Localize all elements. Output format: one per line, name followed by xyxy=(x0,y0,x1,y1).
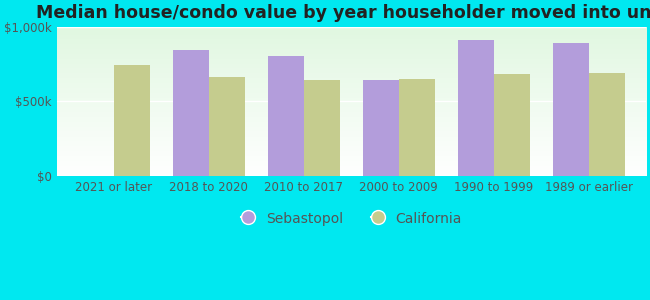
Bar xyxy=(304,80,340,176)
Bar xyxy=(209,77,245,176)
Bar xyxy=(552,43,589,176)
Bar xyxy=(363,80,399,176)
Legend: Sebastopol, California: Sebastopol, California xyxy=(235,206,467,232)
Bar xyxy=(589,73,625,176)
Bar xyxy=(114,65,150,176)
Bar xyxy=(268,56,304,176)
Bar xyxy=(494,74,530,176)
Bar xyxy=(399,80,435,176)
Title: Median house/condo value by year householder moved into unit: Median house/condo value by year househo… xyxy=(36,4,650,22)
Bar xyxy=(173,50,209,176)
Bar xyxy=(458,40,494,176)
